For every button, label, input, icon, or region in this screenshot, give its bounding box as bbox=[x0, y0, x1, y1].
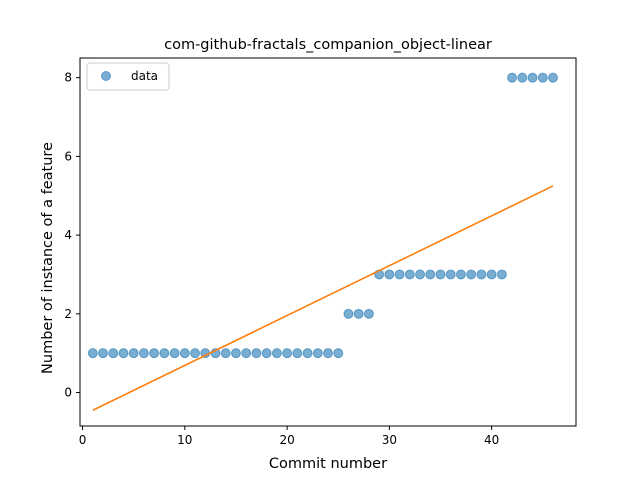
chart-title: com-github-fractals_companion_object-lin… bbox=[164, 37, 492, 53]
plot-frame bbox=[79, 57, 577, 427]
data-point bbox=[394, 269, 405, 280]
data-point bbox=[353, 308, 364, 319]
data-point bbox=[323, 348, 333, 359]
data-point bbox=[159, 348, 170, 359]
data-point bbox=[425, 269, 436, 280]
data-point bbox=[220, 348, 231, 359]
y-tick-label: 0 bbox=[64, 386, 72, 400]
data-point bbox=[282, 348, 293, 359]
data-point bbox=[404, 269, 415, 280]
data-point bbox=[435, 269, 446, 280]
data-point bbox=[98, 348, 109, 359]
data-point bbox=[138, 348, 149, 359]
y-tick-label: 6 bbox=[64, 149, 72, 163]
data-point bbox=[118, 348, 129, 359]
legend-label-data: data bbox=[131, 69, 158, 83]
data-point bbox=[415, 269, 426, 280]
data-point bbox=[547, 72, 558, 83]
data-point bbox=[517, 72, 528, 83]
data-point bbox=[261, 348, 272, 359]
x-tick-label: 10 bbox=[177, 433, 192, 447]
x-axis-label: Commit number bbox=[269, 456, 387, 472]
trend-line bbox=[92, 185, 554, 411]
legend-frame bbox=[86, 62, 170, 91]
data-point bbox=[455, 269, 466, 280]
data-point bbox=[241, 348, 252, 359]
x-tick-label: 30 bbox=[382, 433, 397, 447]
data-point bbox=[169, 348, 180, 359]
legend-marker-data bbox=[101, 71, 111, 81]
data-point bbox=[292, 348, 303, 359]
data-point bbox=[312, 348, 323, 359]
data-point bbox=[302, 348, 313, 359]
data-point bbox=[507, 72, 518, 83]
legend: data bbox=[86, 62, 170, 91]
data-point bbox=[149, 348, 160, 359]
data-point bbox=[251, 348, 262, 359]
data-point bbox=[333, 348, 344, 359]
data-point bbox=[230, 348, 241, 359]
data-point bbox=[363, 308, 374, 319]
plot-area: 0 10 20 30 40 0 2 4 6 8 bbox=[64, 57, 577, 447]
data-point bbox=[108, 348, 119, 359]
x-tick-label: 20 bbox=[279, 433, 294, 447]
data-point bbox=[496, 269, 507, 280]
x-tick-label: 40 bbox=[484, 433, 499, 447]
data-point bbox=[128, 348, 139, 359]
data-point bbox=[537, 72, 548, 83]
y-tick-label: 8 bbox=[64, 71, 72, 85]
y-axis-label: Number of instance of a feature bbox=[40, 142, 56, 374]
data-point bbox=[87, 348, 98, 359]
y-tick-label: 2 bbox=[64, 307, 72, 321]
data-point bbox=[384, 269, 395, 280]
data-point bbox=[271, 348, 282, 359]
data-point bbox=[179, 348, 190, 359]
data-point bbox=[445, 269, 456, 280]
data-point bbox=[190, 348, 201, 359]
y-tick-label: 4 bbox=[64, 228, 72, 242]
data-point bbox=[466, 269, 477, 280]
data-point bbox=[527, 72, 538, 83]
data-point bbox=[486, 269, 497, 280]
data-point bbox=[476, 269, 487, 280]
data-point bbox=[343, 308, 354, 319]
x-tick-label: 0 bbox=[79, 433, 87, 447]
